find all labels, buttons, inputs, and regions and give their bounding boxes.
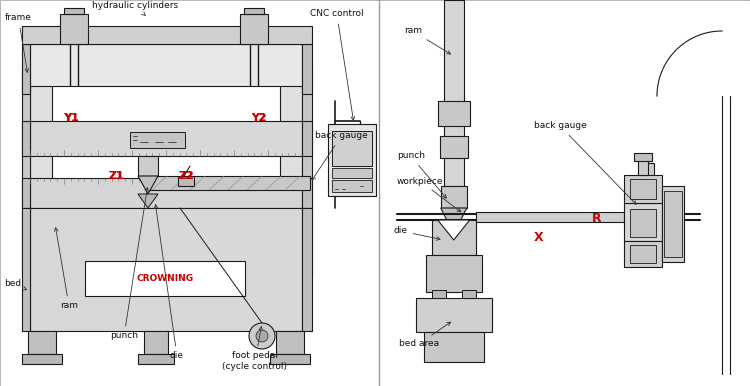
Bar [22, 178, 30, 208]
Bar [630, 209, 656, 237]
Bar [22, 121, 30, 156]
Bar [270, 354, 310, 364]
Bar [440, 136, 468, 158]
Text: Z2: Z2 [178, 171, 194, 181]
Bar [332, 180, 372, 192]
Text: CNC control: CNC control [310, 10, 364, 120]
Bar [476, 212, 624, 222]
Bar [302, 121, 312, 156]
Bar [22, 66, 30, 276]
Bar [138, 156, 158, 176]
Text: Y1: Y1 [64, 113, 79, 123]
Bar [85, 261, 245, 296]
Text: bed area: bed area [399, 322, 451, 349]
Text: bed: bed [4, 279, 27, 290]
Bar [624, 241, 662, 267]
Bar [30, 44, 302, 86]
Bar [30, 121, 302, 156]
Bar [144, 331, 168, 354]
Text: CROWNING: CROWNING [136, 274, 194, 283]
Bar [432, 290, 445, 298]
Text: Z1: Z1 [108, 171, 124, 181]
Text: Z1: Z1 [109, 171, 124, 181]
Bar [22, 354, 62, 364]
Polygon shape [138, 194, 158, 208]
Bar [28, 331, 56, 354]
Bar [630, 245, 656, 263]
Circle shape [256, 330, 268, 342]
Text: back gauge: back gauge [312, 132, 368, 180]
Bar [60, 14, 88, 44]
Bar [438, 101, 470, 126]
Bar [638, 159, 648, 175]
Bar [302, 44, 312, 94]
Bar [276, 331, 304, 354]
FancyBboxPatch shape [372, 0, 750, 386]
Text: Y1: Y1 [63, 113, 80, 123]
Bar [416, 298, 492, 332]
Bar [426, 255, 482, 292]
Bar [302, 208, 312, 331]
Bar [379, 0, 750, 386]
Bar [332, 168, 372, 178]
Bar [441, 186, 466, 208]
Text: foot pedal
(cycle control): foot pedal (cycle control) [223, 327, 287, 371]
Text: die: die [394, 227, 440, 240]
Bar [634, 153, 652, 161]
Bar [138, 354, 174, 364]
Bar [624, 175, 662, 203]
Text: punch: punch [397, 151, 446, 198]
Text: punch: punch [110, 188, 148, 340]
Bar [280, 66, 302, 276]
Bar [328, 124, 376, 196]
Bar [178, 176, 194, 186]
Text: R: R [592, 212, 601, 225]
Bar [30, 178, 302, 208]
Text: ram: ram [404, 27, 451, 54]
Bar [0, 0, 379, 386]
Text: workpiece: workpiece [397, 176, 460, 212]
Bar [244, 8, 264, 14]
Bar [432, 220, 476, 255]
Bar [302, 178, 312, 208]
Text: X: X [534, 231, 543, 244]
Text: Z2: Z2 [178, 171, 194, 181]
Bar [662, 186, 684, 262]
Bar [148, 176, 310, 190]
Text: hydraulic cylinders: hydraulic cylinders [92, 2, 178, 15]
Polygon shape [438, 220, 470, 240]
Polygon shape [138, 176, 158, 194]
Polygon shape [441, 208, 466, 234]
Bar [30, 66, 52, 276]
Text: Y2: Y2 [251, 113, 267, 123]
Bar [462, 290, 476, 298]
Text: back gauge: back gauge [534, 122, 636, 204]
Bar [302, 66, 312, 276]
Bar [640, 163, 654, 203]
Bar [240, 14, 268, 44]
Circle shape [249, 323, 275, 349]
Bar [30, 208, 302, 331]
Bar [444, 0, 464, 186]
Bar [22, 44, 30, 94]
Bar [130, 132, 185, 148]
Bar [630, 179, 656, 199]
Bar [664, 191, 682, 257]
Bar [624, 203, 662, 241]
Bar [332, 131, 372, 166]
Bar [424, 332, 484, 362]
Text: frame: frame [5, 14, 32, 72]
Bar [22, 208, 30, 331]
Text: die: die [154, 205, 184, 361]
Bar [22, 26, 312, 44]
Bar [64, 8, 84, 14]
Text: ram: ram [55, 228, 78, 310]
Text: Y2: Y2 [251, 113, 266, 123]
